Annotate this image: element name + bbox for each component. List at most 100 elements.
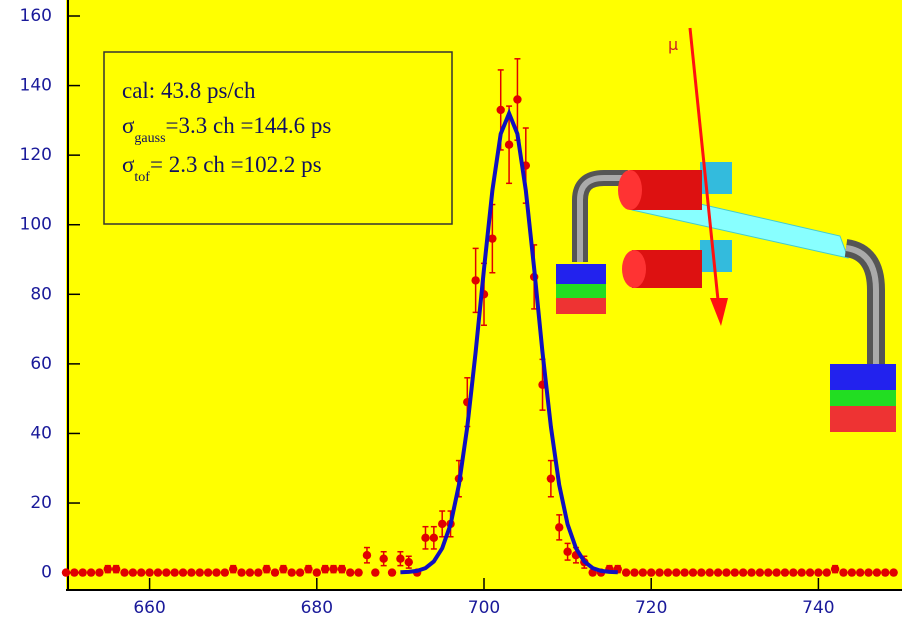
- fit-curve: [400, 108, 618, 575]
- x-tick-label: 660: [133, 598, 165, 618]
- y-tick-label: 160: [20, 6, 52, 26]
- data-point: [772, 568, 781, 577]
- subscript: tof: [134, 170, 150, 185]
- data-point: [805, 568, 815, 577]
- data-point: [429, 533, 439, 543]
- data-point: [555, 523, 564, 532]
- data-point: [78, 568, 87, 577]
- sigma: σ: [122, 113, 135, 138]
- data-point: [655, 568, 664, 577]
- data-point: [178, 568, 188, 577]
- data-point: [496, 105, 505, 115]
- data-point: [814, 568, 823, 577]
- data-point: [563, 547, 572, 556]
- detector-illustration: [556, 27, 896, 432]
- data-point: [162, 568, 171, 577]
- data-point: [546, 474, 556, 483]
- data-point: [797, 568, 806, 577]
- data-point: [70, 568, 79, 577]
- data-point: [864, 568, 873, 577]
- subscript: gauss: [134, 131, 165, 146]
- data-point: [663, 568, 673, 577]
- data-point: [346, 568, 355, 577]
- info-text: =3.3 ch =144.6 ps: [166, 113, 332, 138]
- data-point: [254, 568, 263, 577]
- data-point: [713, 568, 723, 577]
- y-tick-label: 140: [20, 76, 52, 96]
- data-point: [86, 568, 96, 577]
- data-point: [203, 568, 213, 577]
- data-point: [621, 568, 631, 577]
- data-point: [630, 568, 639, 577]
- y-tick-label: 40: [30, 423, 52, 443]
- data-point: [404, 557, 413, 567]
- data-point: [471, 276, 480, 285]
- data-point: [379, 554, 388, 563]
- data-point: [504, 140, 514, 149]
- data-point: [237, 568, 246, 577]
- data-point: [220, 568, 230, 577]
- data-point: [872, 568, 882, 577]
- data-point: [697, 568, 706, 577]
- data-point: [320, 564, 330, 574]
- data-point: [396, 554, 405, 563]
- data-point: [170, 568, 179, 577]
- data-point: [881, 568, 890, 577]
- info-gauss: σgauss=3.3 ch =144.6 ps: [122, 113, 331, 146]
- data-point: [229, 564, 238, 574]
- data-point: [137, 568, 146, 577]
- data-point: [830, 564, 840, 574]
- data-point: [747, 568, 756, 577]
- data-point: [688, 568, 698, 577]
- data-point: [488, 234, 497, 243]
- data-point: [245, 568, 255, 577]
- data-point: [371, 568, 380, 577]
- data-point: [153, 568, 163, 577]
- data-point: [212, 568, 221, 577]
- data-point: [839, 568, 848, 577]
- data-point: [722, 568, 731, 577]
- data-point: [304, 564, 313, 574]
- x-tick-label: 740: [802, 598, 834, 618]
- data-point: [647, 568, 656, 577]
- data-point: [61, 568, 71, 577]
- data-point: [287, 568, 296, 577]
- info-tof: σtof= 2.3 ch =102.2 ps: [122, 152, 322, 185]
- data-point: [195, 568, 204, 577]
- x-tick-label: 720: [635, 598, 667, 618]
- data-point: [262, 564, 271, 574]
- data-point: [705, 568, 714, 577]
- data-point: [312, 568, 321, 577]
- y-tick-label: 100: [20, 215, 52, 235]
- data-point: [354, 568, 363, 577]
- data-point: [128, 568, 138, 577]
- y-tick-label: 120: [20, 145, 52, 165]
- data-point: [120, 568, 129, 577]
- data-point: [738, 568, 748, 577]
- data-point: [638, 568, 648, 577]
- y-tick-label: 60: [30, 354, 52, 374]
- data-point: [730, 568, 739, 577]
- data-point: [187, 568, 196, 577]
- data-point: [337, 564, 347, 574]
- data-point: [889, 568, 898, 577]
- data-point: [822, 568, 831, 577]
- data-point: [279, 564, 288, 574]
- data-point: [672, 568, 681, 577]
- y-tick-label: 0: [41, 563, 52, 583]
- info-text: = 2.3 ch =102.2 ps: [150, 152, 322, 177]
- data-point: [387, 568, 397, 577]
- data-point: [270, 568, 280, 577]
- data-point: [329, 564, 338, 574]
- y-tick-label: 20: [30, 493, 52, 513]
- x-tick-label: 700: [468, 598, 500, 618]
- data-point: [764, 568, 773, 577]
- y-tick-label: 80: [30, 284, 52, 304]
- data-point: [145, 568, 154, 577]
- data-point: [513, 95, 522, 104]
- data-point: [421, 533, 430, 543]
- data-point: [95, 568, 104, 577]
- data-point: [103, 564, 113, 574]
- info-box: [103, 51, 453, 225]
- x-tick-label: 680: [301, 598, 333, 618]
